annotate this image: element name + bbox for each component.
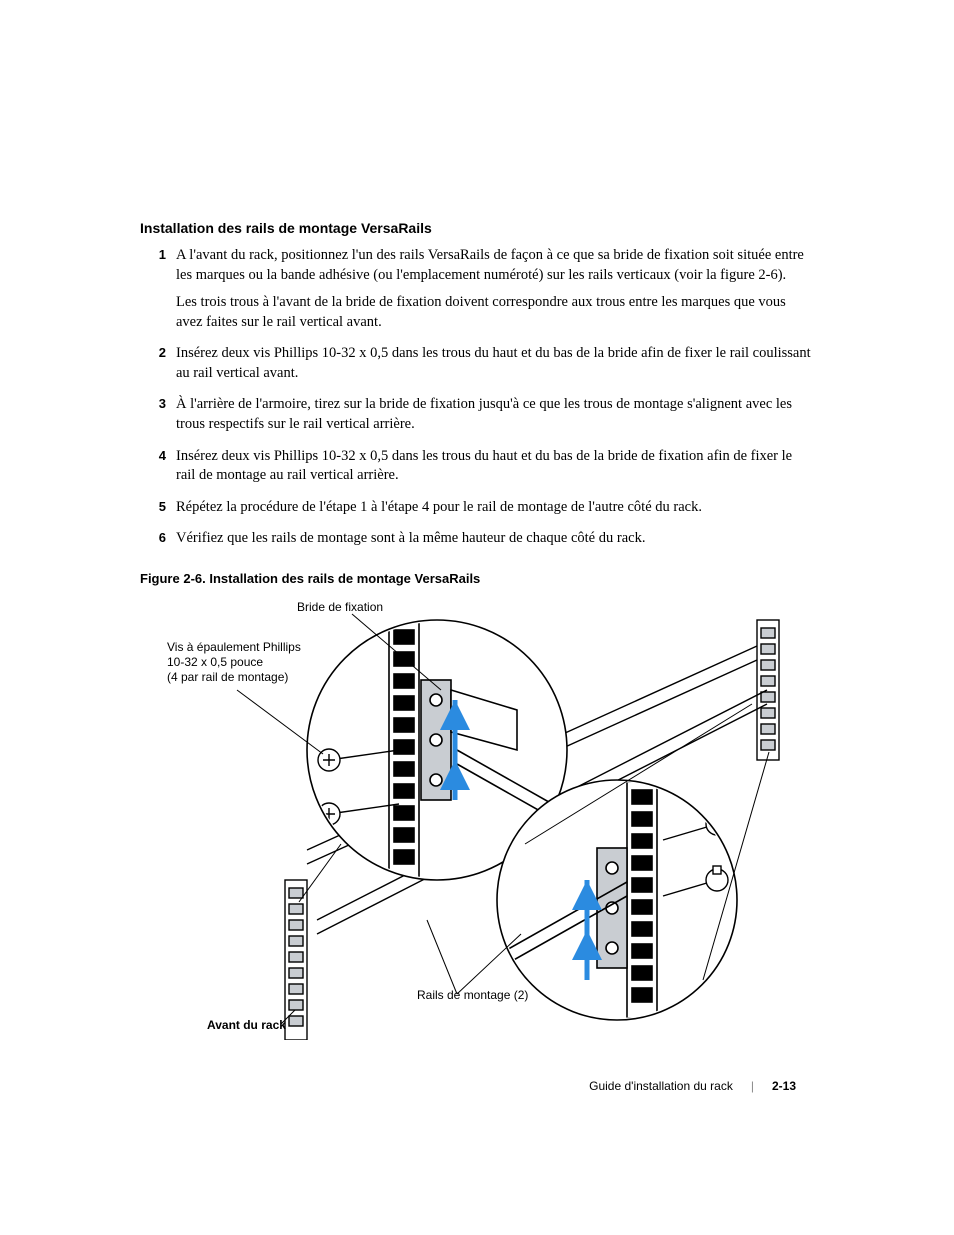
figure-caption: Figure 2-6. Installation des rails de mo… <box>140 571 814 586</box>
section-heading: Installation des rails de montage VersaR… <box>140 220 814 236</box>
callout-avant: Avant du rack <box>207 1018 286 1033</box>
step-number: 6 <box>140 529 176 549</box>
step-item: 6 Vérifiez que les rails de montage sont… <box>140 529 814 549</box>
step-text: Répétez la procédure de l'étape 1 à l'ét… <box>176 498 814 518</box>
steps-list: 1 A l'avant du rack, positionnez l'un de… <box>140 246 814 549</box>
callout-rails: Rails de montage (2) <box>417 988 528 1003</box>
step-item: 3 À l'arrière de l'armoire, tirez sur la… <box>140 395 814 434</box>
footer-page-number: 2-13 <box>772 1079 796 1093</box>
step-para: A l'avant du rack, positionnez l'un des … <box>176 246 814 285</box>
step-number: 1 <box>140 246 176 332</box>
step-number: 5 <box>140 498 176 518</box>
step-number: 3 <box>140 395 176 434</box>
step-item: 1 A l'avant du rack, positionnez l'un de… <box>140 246 814 332</box>
step-item: 5 Répétez la procédure de l'étape 1 à l'… <box>140 498 814 518</box>
step-para: Répétez la procédure de l'étape 1 à l'ét… <box>176 498 814 518</box>
step-number: 2 <box>140 344 176 383</box>
step-para: Insérez deux vis Phillips 10-32 x 0,5 da… <box>176 344 814 383</box>
callout-bride: Bride de fixation <box>297 600 383 615</box>
step-para: À l'arrière de l'armoire, tirez sur la b… <box>176 395 814 434</box>
step-text: Vérifiez que les rails de montage sont à… <box>176 529 814 549</box>
step-text: A l'avant du rack, positionnez l'un des … <box>176 246 814 332</box>
step-text: À l'arrière de l'armoire, tirez sur la b… <box>176 395 814 434</box>
step-text: Insérez deux vis Phillips 10-32 x 0,5 da… <box>176 344 814 383</box>
document-page: Installation des rails de montage VersaR… <box>0 0 954 1235</box>
footer-separator: | <box>751 1079 754 1093</box>
step-item: 2 Insérez deux vis Phillips 10-32 x 0,5 … <box>140 344 814 383</box>
step-para: Insérez deux vis Phillips 10-32 x 0,5 da… <box>176 447 814 486</box>
step-para: Vérifiez que les rails de montage sont à… <box>176 529 814 549</box>
step-number: 4 <box>140 447 176 486</box>
callout-vis: Vis à épaulement Phillips10-32 x 0,5 pou… <box>167 640 337 685</box>
step-para: Les trois trous à l'avant de la bride de… <box>176 293 814 332</box>
footer-guide: Guide d'installation du rack <box>589 1079 733 1093</box>
step-item: 4 Insérez deux vis Phillips 10-32 x 0,5 … <box>140 447 814 486</box>
figure-container: Bride de fixation Vis à épaulement Phill… <box>157 600 797 1040</box>
step-text: Insérez deux vis Phillips 10-32 x 0,5 da… <box>176 447 814 486</box>
page-footer: Guide d'installation du rack | 2-13 <box>589 1079 796 1093</box>
